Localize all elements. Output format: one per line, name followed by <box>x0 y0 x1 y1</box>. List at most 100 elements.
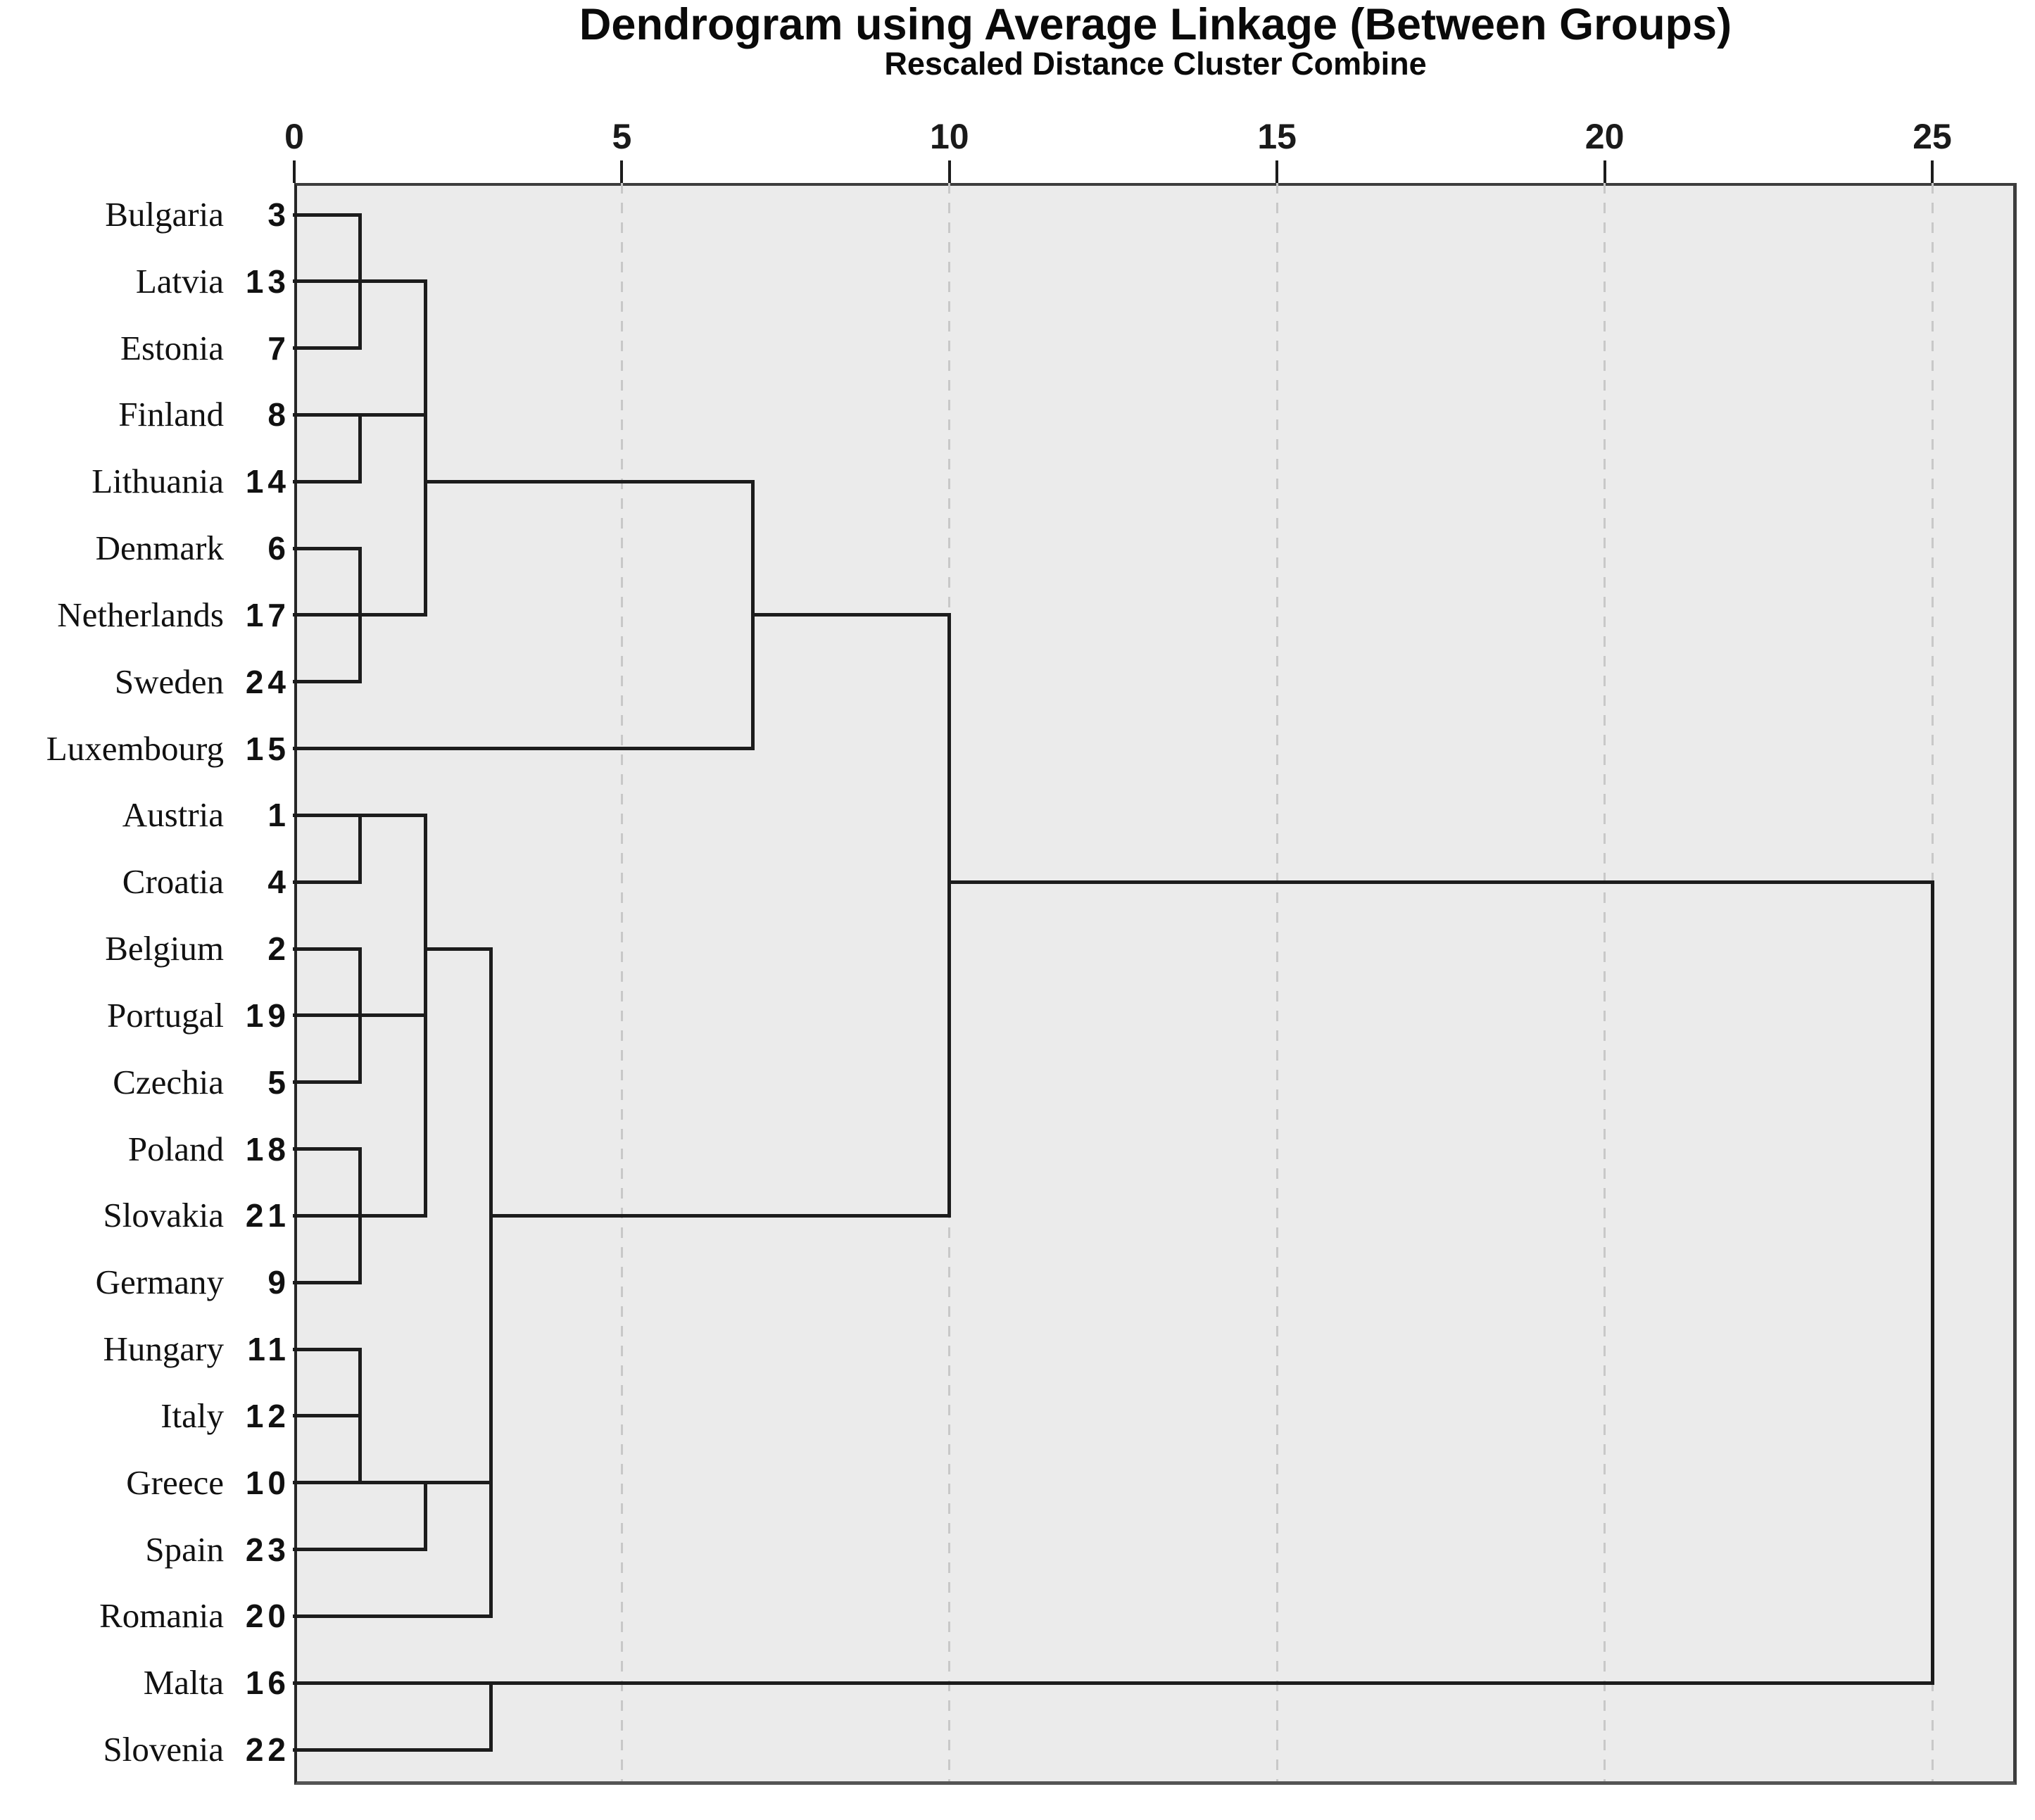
leaf-case-number: 24 <box>245 663 290 700</box>
tree-segment-v <box>489 1681 493 1752</box>
leaf-case-number: 19 <box>245 997 290 1034</box>
leaf-label: Belgium <box>105 929 224 968</box>
axis-tick-label: 5 <box>612 117 632 156</box>
leaf-label: Spain <box>145 1529 224 1569</box>
tree-segment-v <box>358 213 362 350</box>
leaf-case-number: 2 <box>267 930 290 968</box>
tree-segment-h <box>292 1548 427 1552</box>
leaf-case-number: 4 <box>267 864 290 901</box>
tree-segment-v <box>358 947 362 1085</box>
axis-tick <box>293 160 296 183</box>
chart-subtitle: Rescaled Distance Cluster Combine <box>884 46 1427 82</box>
tree-segment-v <box>358 1347 362 1485</box>
axis-gridline <box>620 183 623 1781</box>
leaf-label: Latvia <box>135 261 224 301</box>
leaf-label: Slovakia <box>103 1196 224 1235</box>
axis-tick-label: 15 <box>1257 117 1297 156</box>
leaf-label: Lithuania <box>92 462 224 501</box>
axis-gridline <box>1604 183 1606 1781</box>
tree-segment-h <box>292 1614 493 1618</box>
tree-segment-v <box>358 412 362 484</box>
leaf-label: Romania <box>99 1596 224 1636</box>
axis-tick <box>1603 160 1606 183</box>
leaf-case-number: 15 <box>245 730 290 767</box>
leaf-label: Luxembourg <box>46 728 224 768</box>
leaf-label: Portugal <box>106 995 224 1035</box>
leaf-case-number: 16 <box>245 1664 290 1702</box>
leaf-label: Austria <box>122 795 224 835</box>
leaf-case-number: 7 <box>267 329 290 367</box>
leaf-case-number: 20 <box>245 1598 290 1635</box>
tree-segment-h <box>423 479 755 484</box>
tree-segment-h <box>292 1681 1934 1685</box>
tree-segment-h <box>292 1280 362 1284</box>
axis-tick <box>947 160 951 183</box>
leaf-case-number: 10 <box>245 1464 290 1501</box>
leaf-label: Denmark <box>95 529 224 568</box>
axis-tick <box>1275 160 1279 183</box>
leaf-label: Malta <box>143 1663 224 1702</box>
leaf-case-number: 8 <box>267 396 290 434</box>
tree-segment-v <box>751 479 755 751</box>
tree-segment-h <box>423 947 493 951</box>
tree-segment-h <box>292 747 755 751</box>
leaf-case-number: 17 <box>245 596 290 633</box>
leaf-label: Croatia <box>122 862 224 902</box>
tree-segment-h <box>292 1481 493 1485</box>
leaf-label: Netherlands <box>57 595 224 634</box>
tree-segment-h <box>489 1213 952 1218</box>
leaf-label: Finland <box>118 395 224 434</box>
leaf-case-number: 22 <box>245 1731 290 1769</box>
leaf-label: Czechia <box>113 1062 224 1101</box>
chart-title: Dendrogram using Average Linkage (Betwee… <box>579 0 1732 49</box>
axis-tick-label: 10 <box>929 117 969 156</box>
tree-segment-h <box>292 546 362 550</box>
axis-tick-label: 20 <box>1584 117 1625 156</box>
tree-segment-v <box>358 546 362 684</box>
leaf-case-number: 5 <box>267 1063 290 1101</box>
leaf-case-number: 12 <box>245 1397 290 1434</box>
plot-area <box>294 183 2017 1785</box>
leaf-case-number: 18 <box>245 1130 290 1168</box>
tree-segment-v <box>423 1481 427 1552</box>
tree-segment-h <box>292 346 362 350</box>
leaf-case-number: 21 <box>245 1197 290 1234</box>
leaf-label: Bulgaria <box>105 195 224 234</box>
tree-segment-h <box>292 1147 362 1151</box>
axis-gridline <box>1275 183 1278 1781</box>
leaf-label: Sweden <box>114 662 224 701</box>
tree-segment-v <box>489 947 493 1618</box>
leaf-label: Poland <box>127 1129 224 1168</box>
leaf-case-number: 6 <box>267 530 290 567</box>
leaf-label: Hungary <box>103 1329 224 1369</box>
leaf-case-number: 11 <box>247 1331 290 1368</box>
tree-segment-h <box>292 213 362 217</box>
leaf-case-number: 3 <box>267 196 290 233</box>
tree-segment-v <box>358 1147 362 1284</box>
leaf-label: Estonia <box>120 328 224 367</box>
tree-segment-v <box>423 279 427 617</box>
leaf-case-number: 1 <box>267 797 290 834</box>
leaf-case-number: 13 <box>245 263 290 300</box>
tree-segment-v <box>358 813 362 884</box>
axis-tick-label: 25 <box>1913 117 1952 156</box>
leaf-label: Greece <box>126 1462 224 1502</box>
leaf-case-number: 23 <box>245 1531 290 1568</box>
tree-segment-h <box>292 880 362 884</box>
tree-segment-v <box>1930 880 1934 1685</box>
tree-segment-v <box>423 813 427 1218</box>
tree-segment-h <box>751 613 952 617</box>
axis-tick <box>620 160 624 183</box>
tree-segment-h <box>292 1080 362 1085</box>
tree-segment-v <box>947 613 952 1218</box>
tree-segment-h <box>292 1414 362 1418</box>
tree-segment-h <box>292 947 362 951</box>
leaf-label: Slovenia <box>103 1730 224 1769</box>
tree-segment-h <box>292 1748 493 1752</box>
leaf-label: Germany <box>95 1263 224 1302</box>
axis-tick-label: 0 <box>284 117 304 156</box>
leaf-case-number: 14 <box>245 463 290 500</box>
tree-segment-h <box>292 680 362 684</box>
tree-segment-h <box>947 880 1934 884</box>
